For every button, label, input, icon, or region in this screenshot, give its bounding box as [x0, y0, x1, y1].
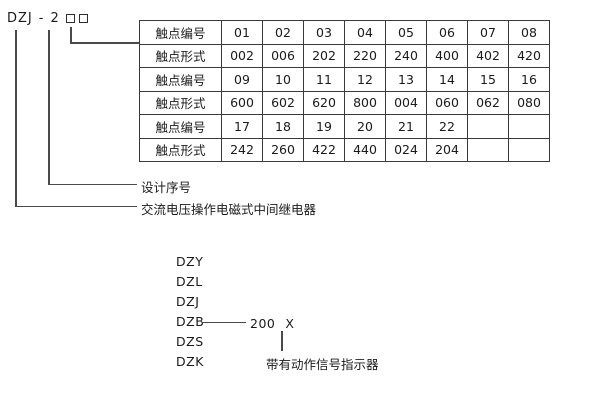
value-cell: 16 — [508, 67, 550, 92]
table-row: 触点形式 242 260 422 440 024 204 — [139, 137, 550, 162]
variant-connector-vline — [281, 331, 283, 351]
value-cell: 04 — [344, 20, 386, 45]
row-header-cell: 触点编号 — [139, 20, 222, 45]
row-header-cell: 触点形式 — [139, 137, 222, 162]
value-cell: 202 — [303, 43, 345, 68]
model-list: DZY DZL DZJ DZB DZS DZK — [176, 252, 204, 372]
value-cell: 05 — [385, 20, 427, 45]
value-cell — [508, 114, 550, 139]
value-cell: 006 — [262, 43, 304, 68]
value-cell: 080 — [508, 90, 550, 115]
value-cell: 09 — [221, 67, 263, 92]
value-cell: 602 — [262, 90, 304, 115]
value-cell: 17 — [221, 114, 263, 139]
value-cell: 07 — [467, 20, 509, 45]
value-cell: 21 — [385, 114, 427, 139]
model-series: 2 — [50, 11, 60, 26]
value-cell: 15 — [467, 67, 509, 92]
annotation-relay-description: 交流电压操作电磁式中间继电器 — [141, 202, 317, 217]
value-cell: 420 — [508, 43, 550, 68]
value-cell: 800 — [344, 90, 386, 115]
value-cell: 620 — [303, 90, 345, 115]
annotation-design-serial: 设计序号 — [141, 180, 192, 195]
value-cell: 440 — [344, 137, 386, 162]
table-row: 触点编号 01 02 03 04 05 06 07 08 — [139, 20, 550, 45]
model-code: DZJ -2 — [7, 11, 88, 26]
series-connector-hline — [48, 183, 137, 185]
row-header-cell: 触点编号 — [139, 114, 222, 139]
value-cell: 10 — [262, 67, 304, 92]
dzb-suffix: 200 X — [250, 316, 294, 331]
model-list-item-dzs: DZS — [176, 334, 204, 349]
value-cell — [467, 114, 509, 139]
model-list-item-dzl: DZL — [176, 274, 203, 289]
dzb-code: 200 — [250, 316, 276, 331]
model-list-item-dzk: DZK — [176, 354, 204, 369]
model-list-item-dzb: DZB — [176, 314, 205, 329]
value-cell: 14 — [426, 67, 468, 92]
value-cell: 02 — [262, 20, 304, 45]
value-cell: 002 — [221, 43, 263, 68]
contact-table: 触点编号 01 02 03 04 05 06 07 08 触点形式 002 00… — [139, 20, 550, 162]
value-cell: 422 — [303, 137, 345, 162]
table-row: 触点形式 600 602 620 800 004 060 062 080 — [139, 90, 550, 115]
value-cell: 062 — [467, 90, 509, 115]
value-cell: 11 — [303, 67, 345, 92]
value-cell: 22 — [426, 114, 468, 139]
prefix-connector-vline — [15, 30, 17, 206]
dzb-connector-hline — [202, 321, 246, 323]
value-cell: 242 — [221, 137, 263, 162]
value-cell: 12 — [344, 67, 386, 92]
value-cell: 400 — [426, 43, 468, 68]
table-row: 触点形式 002 006 202 220 240 400 402 420 — [139, 43, 550, 68]
value-cell: 260 — [262, 137, 304, 162]
model-list-item-dzj: DZJ — [176, 294, 200, 309]
value-cell: 024 — [385, 137, 427, 162]
series-connector-vline — [48, 30, 50, 185]
value-cell: 600 — [221, 90, 263, 115]
value-cell: 402 — [467, 43, 509, 68]
indicator-note: 带有动作信号指示器 — [266, 357, 379, 372]
value-cell: 13 — [385, 67, 427, 92]
value-cell: 03 — [303, 20, 345, 45]
value-cell: 08 — [508, 20, 550, 45]
model-dash: - — [38, 11, 45, 26]
value-cell: 060 — [426, 90, 468, 115]
dzb-variant-x: X — [285, 316, 295, 331]
model-prefix: DZJ — [7, 11, 33, 26]
model-list-item-dzy: DZY — [176, 254, 204, 269]
model-placeholder-box-2 — [78, 14, 88, 23]
row-header-cell: 触点形式 — [139, 43, 222, 68]
model-placeholder-box-1 — [65, 14, 75, 23]
value-cell: 204 — [426, 137, 468, 162]
row-header-cell: 触点形式 — [139, 90, 222, 115]
value-cell: 01 — [221, 20, 263, 45]
value-cell — [467, 137, 509, 162]
value-cell — [508, 137, 550, 162]
prefix-connector-hline — [15, 205, 137, 207]
box-connector-vline — [70, 27, 72, 42]
value-cell: 004 — [385, 90, 427, 115]
value-cell: 19 — [303, 114, 345, 139]
value-cell: 18 — [262, 114, 304, 139]
box-connector-hline — [70, 42, 139, 44]
table-row: 触点编号 17 18 19 20 21 22 — [139, 114, 550, 139]
value-cell: 240 — [385, 43, 427, 68]
value-cell: 220 — [344, 43, 386, 68]
row-header-cell: 触点编号 — [139, 67, 222, 92]
table-row: 触点编号 09 10 11 12 13 14 15 16 — [139, 67, 550, 92]
value-cell: 06 — [426, 20, 468, 45]
value-cell: 20 — [344, 114, 386, 139]
